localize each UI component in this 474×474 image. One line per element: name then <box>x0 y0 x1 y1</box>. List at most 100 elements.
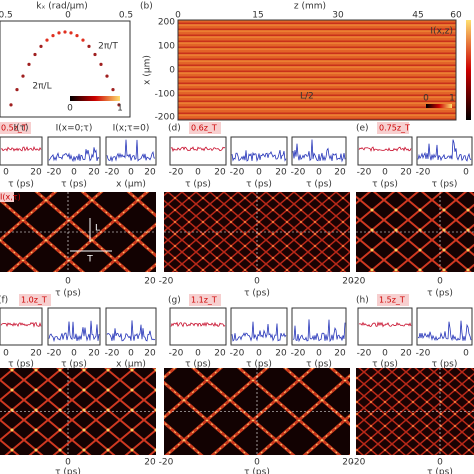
panel-tag: 0.5z_T <box>1 124 27 133</box>
tick-label: 0.5 <box>119 11 133 21</box>
plot-title: I(x=0;τ) <box>56 124 93 134</box>
tick-label: 20 <box>144 458 156 468</box>
plot-title: I(x;τ=0) <box>113 124 150 134</box>
panel-tag: 1.5z_T <box>379 296 405 305</box>
colorbar <box>426 104 452 108</box>
tick-label: 1 <box>449 94 455 104</box>
plot-frame <box>230 307 288 346</box>
tick-label: 15 <box>252 11 263 21</box>
dot <box>27 62 31 66</box>
axis-label: τ (ps) <box>427 468 453 474</box>
tick-label: -20 <box>357 168 372 178</box>
tick-label: 0 <box>195 349 201 359</box>
axis-label: τ (ps) <box>61 360 87 370</box>
plot-frame <box>416 307 473 346</box>
axis-label: τ (ps) <box>55 468 81 474</box>
plot-frame <box>47 307 101 346</box>
dot <box>87 44 91 49</box>
axis-label: τ (ps) <box>246 180 272 190</box>
heatmap <box>356 192 474 272</box>
tick-label: 60 <box>450 11 462 21</box>
tick-label: 20 <box>88 349 100 359</box>
tick-label: -20 <box>416 168 431 178</box>
tick-label: 0 <box>71 168 77 178</box>
annotation: T <box>86 255 93 265</box>
dot <box>93 52 97 57</box>
tick-label: 20 <box>214 168 226 178</box>
tick-label: 0 <box>169 66 175 76</box>
tick-label: -20 <box>230 168 245 178</box>
plot-frame <box>0 136 43 166</box>
panel-tag: 1.0z_T <box>21 296 47 305</box>
tick-label: 0 <box>65 458 71 468</box>
tick-label: 0 <box>65 277 71 287</box>
tick-label: 20 <box>144 168 156 178</box>
tag-box <box>189 122 221 134</box>
tick-label: 0 <box>256 168 262 178</box>
tag-box <box>0 122 31 134</box>
tick-label: 0 <box>316 168 322 178</box>
panel-label: (b) <box>140 2 153 12</box>
tick-label: 0 <box>3 168 9 178</box>
annotation: 2π/L <box>32 82 51 92</box>
tag-box <box>189 294 221 306</box>
tick-label: 20 <box>342 277 354 287</box>
heatmap <box>177 19 457 121</box>
tick-label: -20 <box>159 458 174 468</box>
trace <box>106 320 156 342</box>
dot <box>33 52 37 57</box>
tick-label: -20 <box>291 349 306 359</box>
tick-label: 0 <box>256 349 262 359</box>
panel-label: (e) <box>356 124 369 134</box>
trace <box>48 320 100 343</box>
tick-label: -20 <box>291 168 306 178</box>
trace <box>0 145 42 152</box>
plot-frame <box>169 136 227 166</box>
axis-label: τ (ps) <box>432 360 458 370</box>
tick-label: -0.5 <box>0 11 13 21</box>
tick-label: 20 <box>88 168 100 178</box>
tick-label: 0 <box>382 168 388 178</box>
tick-label: 20 <box>334 168 346 178</box>
tick-label: -200 <box>155 113 176 123</box>
tick-label: -20 <box>416 349 431 359</box>
tick-label: -20 <box>105 168 120 178</box>
tick-label: 20 <box>400 168 412 178</box>
tick-label: 0 <box>423 94 429 104</box>
panel-tag: 0.6z_T <box>191 124 217 133</box>
dot <box>45 38 49 42</box>
trace <box>231 321 287 342</box>
tick-label: -20 <box>357 349 372 359</box>
tag-box <box>19 294 51 306</box>
axis-label: τ (ps) <box>427 289 453 299</box>
tick-label: 0 <box>71 349 77 359</box>
plot-frame <box>416 136 473 166</box>
axis-label: x (μm) <box>143 55 153 85</box>
trace <box>0 322 42 328</box>
plot-frame <box>0 307 43 346</box>
axis-label: τ (ps) <box>244 468 270 474</box>
plot-frame <box>105 136 157 166</box>
heatmap <box>356 368 474 455</box>
tick-label: -20 <box>159 277 174 287</box>
tick-label: 0 <box>175 11 181 21</box>
axis-label: τ (ps) <box>306 180 332 190</box>
colorbar <box>466 20 471 120</box>
tick-label: 20 <box>342 458 354 468</box>
dot <box>15 88 19 92</box>
tick-label: 0 <box>128 349 134 359</box>
tick-label: 20 <box>30 349 42 359</box>
tick-label: 0 <box>67 104 73 114</box>
tick-label: -20 <box>351 277 366 287</box>
plot-frame <box>357 307 413 346</box>
tick-label: 100 <box>158 42 175 52</box>
annotation: 2π/T <box>98 42 118 52</box>
tick-label: 20 <box>275 168 287 178</box>
tick-label: 20 <box>144 349 156 359</box>
tick-label: 0 <box>254 277 260 287</box>
tick-label: 20 <box>30 168 42 178</box>
axis-label: x (μm) <box>116 360 146 370</box>
annotation: L <box>95 224 100 234</box>
tick-label: -20 <box>105 349 120 359</box>
